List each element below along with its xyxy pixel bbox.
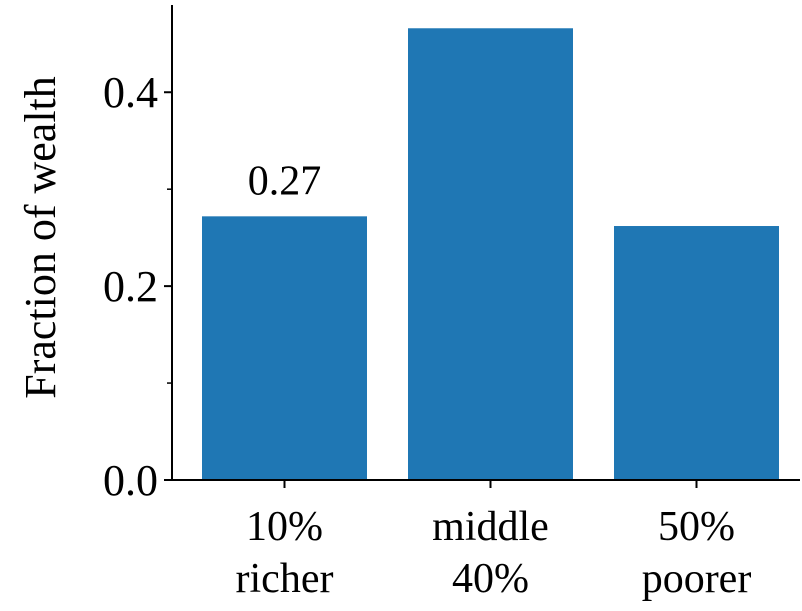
data-label-0: 0.27 (248, 158, 322, 204)
bar-1 (408, 28, 573, 480)
axes-group (171, 5, 800, 481)
x-category-label-1-line-1: 40% (452, 556, 529, 602)
y-axis-label: Fraction of wealth (16, 76, 65, 399)
y-tick-label-1: 0.2 (103, 262, 158, 311)
y-ticks-group: 0.0 0.2 0.4 (103, 68, 172, 505)
y-tick-label-0: 0.0 (103, 456, 158, 505)
x-category-label-0-line-1: richer (236, 556, 334, 602)
x-category-labels-group: 10% richer middle 40% 50% poorer (236, 480, 752, 602)
x-category-label-2-line-0: 50% (658, 504, 735, 550)
y-tick-label-2: 0.4 (103, 68, 158, 117)
x-category-label-2-line-1: poorer (642, 556, 752, 602)
bar-2 (614, 226, 779, 480)
bars-group (202, 28, 779, 480)
bar-0 (202, 216, 367, 480)
x-category-label-0-line-0: 10% (246, 504, 323, 550)
data-labels-group: 0.27 (248, 158, 322, 204)
x-category-label-1-line-0: middle (432, 504, 549, 550)
